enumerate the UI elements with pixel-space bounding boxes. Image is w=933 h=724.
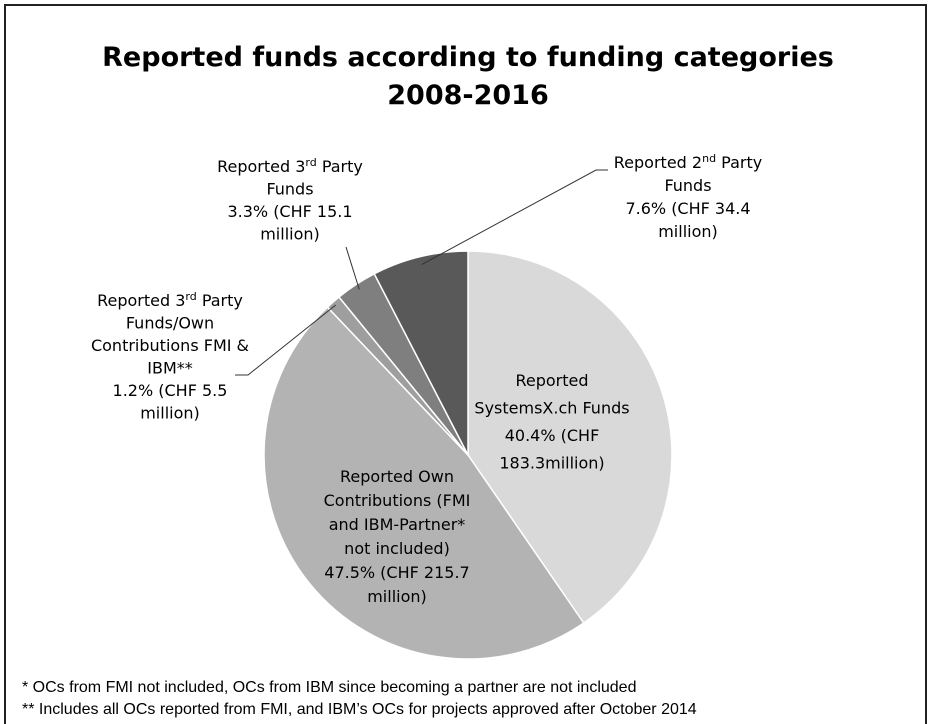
slice-label-systemsx: Reported SystemsX.ch Funds 40.4% (CHF 183.3… (474, 371, 629, 473)
pie-slice-own (263, 306, 585, 660)
leader-line-fmi (235, 304, 337, 376)
slice-label-fmi: Reported 3rd Party Funds/Own Contributions… (91, 290, 249, 423)
slice-labels: Reported SystemsX.ch Funds 40.4% (CHF 183.3… (91, 152, 762, 606)
chart-frame (4, 4, 927, 724)
pie-slice-second (373, 250, 469, 456)
pie-slice-systemsx (467, 250, 673, 625)
chart-title: Reported funds according to funding cate… (102, 42, 834, 73)
leader-line-third (345, 246, 360, 290)
footnote-2: ** Includes all OCs reported from FMI, a… (22, 701, 697, 718)
leader-line-second (421, 169, 608, 265)
chart-subtitle: 2008-2016 (387, 80, 549, 111)
slice-label-second: Reported 2nd Party Funds 7.6% (CHF 34.4 mil… (614, 152, 762, 241)
pie-slices (263, 250, 673, 660)
slice-label-own: Reported Own Contributions (FMI and IBM-Pa… (324, 467, 471, 606)
leader-lines (235, 169, 608, 376)
footnote-1: * OCs from FMI not included, OCs from IB… (22, 679, 636, 696)
slice-label-third: Reported 3rd Party Funds 3.3% (CHF 15.1 mil… (217, 156, 363, 244)
